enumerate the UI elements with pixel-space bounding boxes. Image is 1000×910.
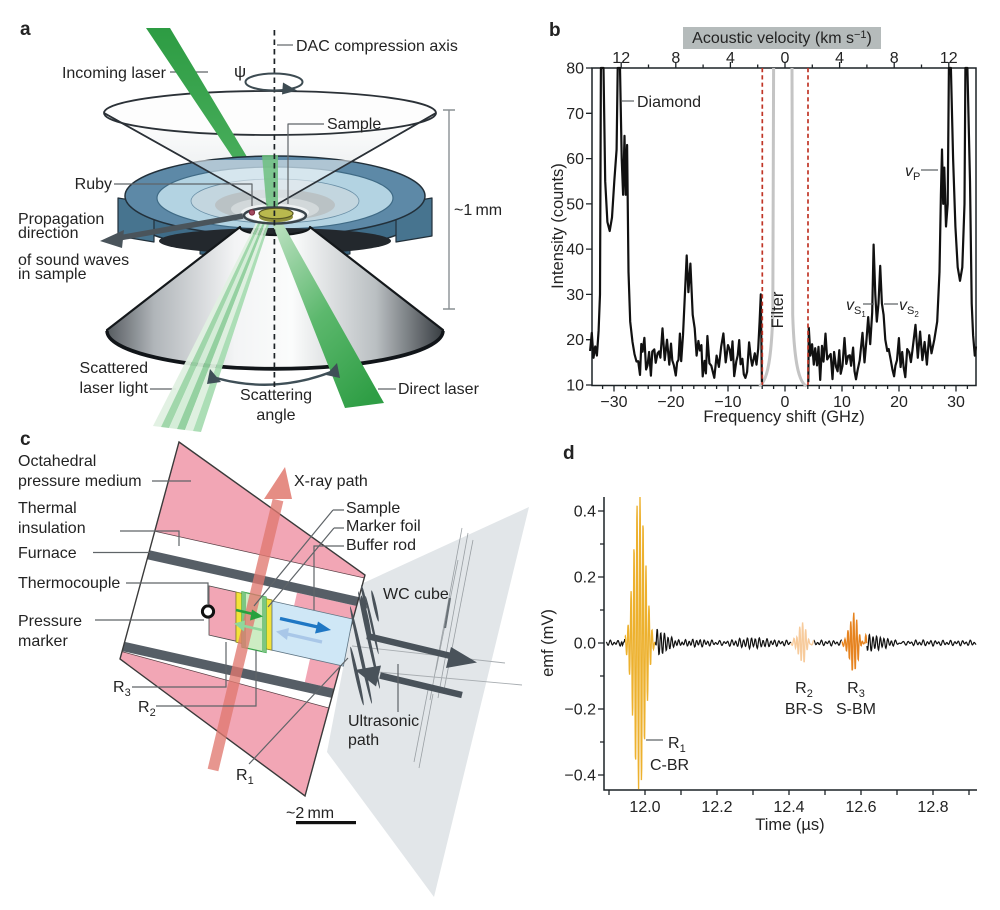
svg-text:10: 10	[566, 378, 584, 395]
svg-text:30: 30	[566, 287, 584, 304]
svg-text:0.4: 0.4	[574, 504, 596, 521]
svg-text:20: 20	[566, 332, 584, 349]
svg-text:WC cube: WC cube	[383, 586, 449, 603]
svg-text:emf (mV): emf (mV)	[539, 609, 557, 677]
svg-text:Sample: Sample	[346, 500, 400, 517]
svg-text:Diamond: Diamond	[637, 94, 701, 111]
svg-text:Furnace: Furnace	[18, 545, 77, 562]
svg-text:Frequency shift (GHz): Frequency shift (GHz)	[703, 408, 864, 426]
svg-text:direction: direction	[18, 225, 78, 242]
svg-text:4: 4	[835, 50, 844, 67]
svg-text:b: b	[549, 20, 561, 41]
svg-text:C-BR: C-BR	[650, 757, 689, 774]
svg-text:Sample: Sample	[327, 116, 381, 133]
svg-text:Intensity (counts): Intensity (counts)	[549, 163, 567, 289]
svg-text:S-BM: S-BM	[836, 701, 876, 718]
svg-text:4: 4	[726, 50, 735, 67]
svg-text:Octahedral: Octahedral	[18, 453, 96, 470]
svg-text:20: 20	[890, 394, 908, 411]
svg-text:Incoming laser: Incoming laser	[62, 65, 167, 82]
svg-text:12.2: 12.2	[701, 799, 732, 816]
svg-text:12: 12	[612, 50, 630, 67]
svg-text:~1 mm: ~1 mm	[454, 202, 502, 219]
svg-text:12.8: 12.8	[917, 799, 948, 816]
svg-text:Thermocouple: Thermocouple	[18, 575, 120, 592]
svg-text:−0.4: −0.4	[564, 768, 596, 785]
svg-text:12: 12	[940, 50, 958, 67]
svg-text:Time (µs): Time (µs)	[755, 816, 824, 834]
svg-text:12.6: 12.6	[845, 799, 876, 816]
svg-text:30: 30	[947, 394, 965, 411]
svg-text:insulation: insulation	[18, 520, 86, 537]
svg-text:12.4: 12.4	[773, 799, 804, 816]
svg-text:laser light: laser light	[80, 380, 149, 397]
svg-text:50: 50	[566, 196, 584, 213]
svg-text:70: 70	[566, 106, 584, 123]
svg-text:Buffer rod: Buffer rod	[346, 537, 416, 554]
svg-text:60: 60	[566, 151, 584, 168]
svg-text:−20: −20	[657, 394, 684, 411]
svg-text:Filter: Filter	[769, 291, 787, 328]
svg-text:80: 80	[566, 61, 584, 78]
svg-text:~2 mm: ~2 mm	[286, 805, 334, 822]
svg-text:0.2: 0.2	[574, 570, 596, 587]
svg-text:8: 8	[671, 50, 680, 67]
svg-text:of sound waves: of sound waves	[18, 252, 129, 269]
svg-text:0: 0	[781, 50, 790, 67]
svg-text:Scattered: Scattered	[80, 360, 148, 377]
svg-text:0: 0	[781, 394, 790, 411]
svg-text:c: c	[20, 429, 31, 450]
svg-text:Acoustic velocity (km s−1): Acoustic velocity (km s−1)	[692, 29, 872, 47]
svg-text:10: 10	[833, 394, 851, 411]
svg-text:−0.2: −0.2	[564, 702, 596, 719]
svg-text:8: 8	[890, 50, 899, 67]
svg-text:−30: −30	[600, 394, 627, 411]
svg-text:0.0: 0.0	[574, 636, 596, 653]
svg-text:Pressure: Pressure	[18, 613, 82, 630]
svg-text:DAC compression axis: DAC compression axis	[296, 38, 458, 55]
svg-text:Scattering: Scattering	[240, 387, 312, 404]
svg-text:pressure medium: pressure medium	[18, 473, 142, 490]
svg-text:−10: −10	[714, 394, 741, 411]
svg-text:BR-S: BR-S	[785, 701, 823, 718]
svg-text:ψ: ψ	[234, 62, 246, 81]
svg-text:Direct laser: Direct laser	[398, 381, 480, 398]
svg-text:d: d	[563, 443, 575, 464]
svg-text:a: a	[20, 19, 31, 40]
svg-text:X-ray path: X-ray path	[294, 473, 368, 490]
svg-text:Thermal: Thermal	[18, 500, 77, 517]
svg-text:12.0: 12.0	[629, 799, 660, 816]
svg-text:Propagation: Propagation	[18, 211, 104, 228]
svg-text:Ultrasonic: Ultrasonic	[348, 713, 419, 730]
svg-text:angle: angle	[256, 407, 295, 424]
svg-text:path: path	[348, 732, 379, 749]
svg-text:marker: marker	[18, 633, 68, 650]
svg-text:Ruby: Ruby	[75, 176, 112, 193]
svg-text:40: 40	[566, 242, 584, 259]
svg-text:Marker foil: Marker foil	[346, 518, 421, 535]
svg-text:in sample: in sample	[18, 266, 87, 283]
